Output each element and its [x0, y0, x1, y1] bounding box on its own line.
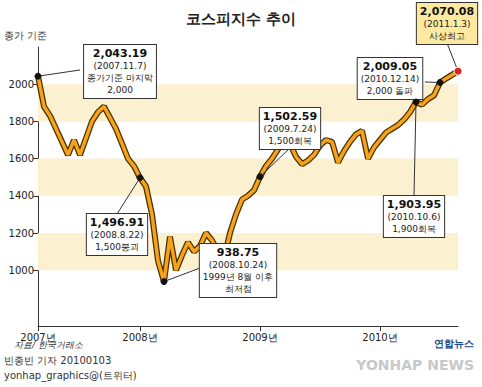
svg-text:1,502.59: 1,502.59 [263, 110, 317, 123]
svg-text:1,500회복: 1,500회복 [268, 136, 312, 146]
svg-text:빈종빈 기자 20100103: 빈종빈 기자 20100103 [4, 355, 111, 366]
svg-text:1600: 1600 [9, 153, 34, 164]
svg-text:종가기준 마지막: 종가기준 마지막 [87, 73, 153, 83]
svg-text:1,500붕괴: 1,500붕괴 [95, 242, 139, 252]
svg-text:사상최고: 사상최고 [429, 31, 465, 41]
svg-text:1,900회복: 1,900회복 [392, 224, 436, 234]
svg-text:2000: 2000 [9, 79, 34, 90]
svg-text:938.75: 938.75 [217, 246, 259, 259]
svg-text:(2008.10.24): (2008.10.24) [209, 260, 268, 270]
svg-text:연합뉴스: 연합뉴스 [434, 338, 474, 349]
svg-text:코스피지수 추이: 코스피지수 추이 [186, 10, 296, 28]
svg-text:2007년: 2007년 [20, 331, 56, 343]
svg-text:2,000 돌파: 2,000 돌파 [367, 86, 414, 96]
svg-text:2010년: 2010년 [362, 332, 397, 343]
svg-text:YONHAP NEWS: YONHAP NEWS [355, 357, 474, 373]
svg-text:(2010.10.6): (2010.10.6) [388, 212, 441, 222]
svg-text:1,903.95: 1,903.95 [387, 198, 441, 211]
svg-text:2009년: 2009년 [242, 332, 277, 343]
svg-text:2,043.19: 2,043.19 [93, 47, 147, 60]
svg-text:1200: 1200 [9, 228, 34, 239]
svg-text:2008년: 2008년 [122, 332, 157, 343]
svg-text:1800: 1800 [9, 116, 34, 127]
svg-text:yonhap_graphics@(트위터): yonhap_graphics@(트위터) [4, 370, 137, 382]
svg-text:(2011.1.3): (2011.1.3) [423, 19, 470, 29]
svg-text:최저점: 최저점 [225, 284, 252, 294]
svg-text:1,496.91: 1,496.91 [90, 216, 144, 229]
svg-text:2,000: 2,000 [107, 85, 133, 95]
svg-text:(2007.11.7): (2007.11.7) [94, 61, 147, 71]
svg-text:자료/ 한국거래소: 자료/ 한국거래소 [14, 340, 84, 350]
svg-text:2,070.08: 2,070.08 [420, 5, 474, 18]
svg-text:1400: 1400 [9, 190, 34, 201]
svg-text:(2010.12.14): (2010.12.14) [361, 74, 420, 84]
svg-text:종가 기준: 종가 기준 [4, 30, 47, 41]
svg-text:1000: 1000 [9, 265, 34, 276]
svg-text:2,009.05: 2,009.05 [363, 60, 417, 73]
svg-text:(2009.7.24): (2009.7.24) [264, 124, 317, 134]
svg-text:1999년 8월 이후: 1999년 8월 이후 [203, 272, 273, 282]
svg-text:(2008.8.22): (2008.8.22) [91, 230, 144, 240]
